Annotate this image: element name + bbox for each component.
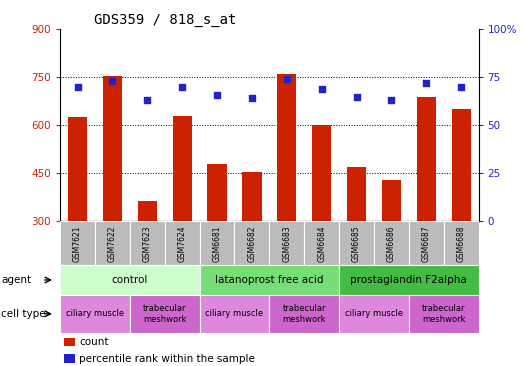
Point xyxy=(143,97,152,103)
Bar xyxy=(200,221,234,265)
Text: prostaglandin F2alpha: prostaglandin F2alpha xyxy=(350,275,467,285)
Bar xyxy=(409,221,444,265)
Bar xyxy=(312,125,331,221)
Point xyxy=(73,84,82,90)
Point xyxy=(422,80,430,86)
Text: trabecular
meshwork: trabecular meshwork xyxy=(422,304,465,324)
Bar xyxy=(451,109,471,221)
Text: GSM6685: GSM6685 xyxy=(352,226,361,262)
Bar xyxy=(304,221,339,265)
Text: GSM6687: GSM6687 xyxy=(422,226,431,262)
Bar xyxy=(130,221,165,265)
Point xyxy=(282,76,291,82)
Bar xyxy=(130,295,200,333)
Bar xyxy=(277,74,297,221)
Text: GDS359 / 818_s_at: GDS359 / 818_s_at xyxy=(94,13,236,27)
Text: GSM6681: GSM6681 xyxy=(212,226,222,262)
Bar xyxy=(103,76,122,221)
Text: GSM7624: GSM7624 xyxy=(178,226,187,262)
Text: percentile rank within the sample: percentile rank within the sample xyxy=(79,354,255,364)
Text: GSM6683: GSM6683 xyxy=(282,226,291,262)
Text: GSM6682: GSM6682 xyxy=(247,226,256,262)
Point xyxy=(457,84,465,90)
Point xyxy=(213,92,221,97)
Point xyxy=(108,78,117,84)
Bar xyxy=(60,265,200,295)
Bar xyxy=(95,221,130,265)
Text: GSM7623: GSM7623 xyxy=(143,226,152,262)
Text: trabecular
meshwork: trabecular meshwork xyxy=(143,304,187,324)
Text: ciliary muscle: ciliary muscle xyxy=(66,309,124,318)
Text: GSM6686: GSM6686 xyxy=(387,226,396,262)
Bar xyxy=(60,295,130,333)
Bar xyxy=(200,265,339,295)
Bar xyxy=(417,97,436,221)
Bar xyxy=(208,164,226,221)
Bar xyxy=(339,295,409,333)
Bar xyxy=(409,295,479,333)
Text: GSM6684: GSM6684 xyxy=(317,226,326,262)
Text: ciliary muscle: ciliary muscle xyxy=(345,309,403,318)
Point xyxy=(317,86,326,92)
Bar xyxy=(68,117,87,221)
Text: GSM7621: GSM7621 xyxy=(73,226,82,262)
Point xyxy=(178,84,186,90)
Bar xyxy=(242,172,262,221)
Text: count: count xyxy=(79,337,108,347)
Text: GSM7622: GSM7622 xyxy=(108,226,117,262)
Text: ciliary muscle: ciliary muscle xyxy=(206,309,264,318)
Point xyxy=(353,94,361,100)
Text: latanoprost free acid: latanoprost free acid xyxy=(215,275,324,285)
Bar xyxy=(200,295,269,333)
Bar xyxy=(382,180,401,221)
Bar xyxy=(269,295,339,333)
Bar xyxy=(234,221,269,265)
Bar xyxy=(64,338,75,346)
Bar xyxy=(347,167,366,221)
Bar xyxy=(138,201,157,221)
Bar xyxy=(173,116,192,221)
Point xyxy=(248,96,256,101)
Bar xyxy=(339,221,374,265)
Point xyxy=(387,97,395,103)
Bar xyxy=(444,221,479,265)
Text: cell type: cell type xyxy=(1,309,46,319)
Text: GSM6688: GSM6688 xyxy=(457,226,465,262)
Bar xyxy=(165,221,200,265)
Bar xyxy=(269,221,304,265)
Text: control: control xyxy=(112,275,148,285)
Text: trabecular
meshwork: trabecular meshwork xyxy=(282,304,326,324)
Bar xyxy=(64,354,75,363)
Text: agent: agent xyxy=(1,275,31,285)
Bar xyxy=(374,221,409,265)
Bar xyxy=(339,265,479,295)
Bar xyxy=(60,221,95,265)
